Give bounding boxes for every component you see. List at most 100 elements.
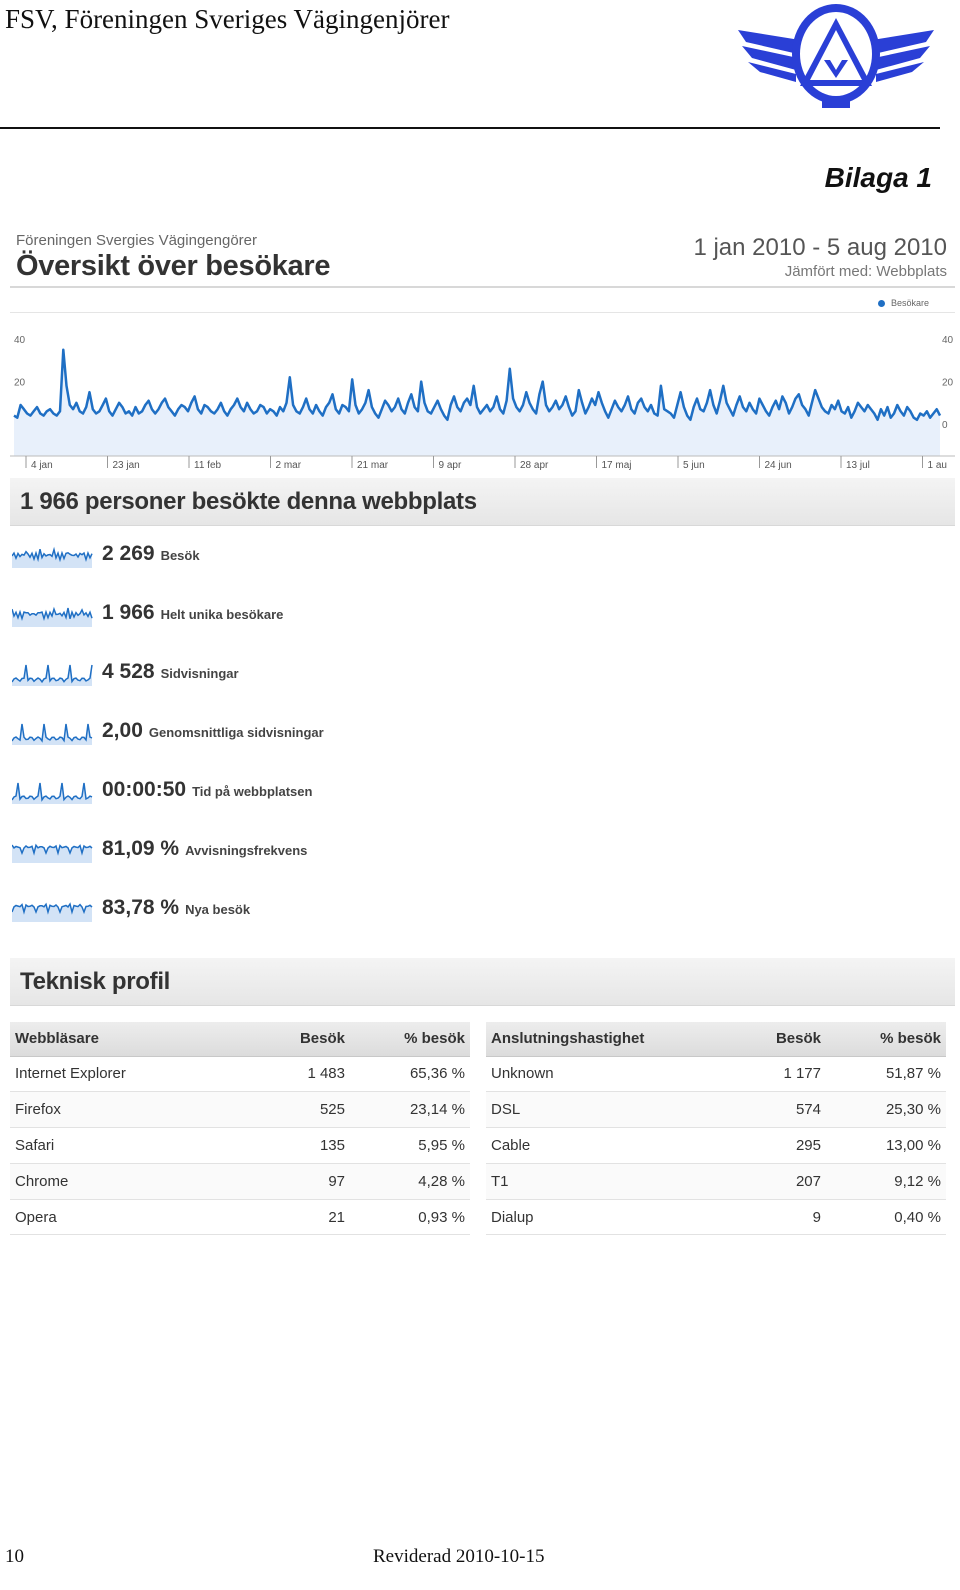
- fsv-logo: [738, 4, 934, 108]
- x-tick-label: 9 apr: [439, 460, 462, 471]
- metric-label: Nya besök: [185, 902, 251, 917]
- attachment-label: Bilaga 1: [824, 162, 932, 193]
- table-header-cell[interactable]: Besök: [756, 1022, 826, 1057]
- table-header-cell[interactable]: Besök: [280, 1022, 350, 1057]
- table-cell: 1 483: [280, 1056, 350, 1093]
- metric-row: 00:00:50 Tid på webbplatsen: [10, 778, 510, 808]
- metric-value-text: 83,78 %: [102, 896, 180, 919]
- chart-legend: Besökare: [877, 298, 929, 308]
- table-row: Cable 295 13,00 %: [486, 1127, 946, 1164]
- table-header-cell[interactable]: Webbläsare: [10, 1022, 280, 1057]
- tech-heading: Teknisk profil: [20, 968, 171, 995]
- report-divider: [10, 286, 955, 288]
- sparkline-line: [12, 664, 93, 684]
- metric-sparkline: [12, 902, 93, 922]
- metric-row: 83,78 % Nya besök: [10, 896, 510, 926]
- report-date-range: 1 jan 2010 - 5 aug 2010: [693, 234, 947, 261]
- metric-value-text: 1 966: [102, 601, 155, 624]
- metric-sparkline: [12, 546, 93, 568]
- table-row: Opera 21 0,93 %: [10, 1199, 470, 1236]
- metric-value-text: 4 528: [102, 660, 155, 683]
- table-row: T1 207 9,12 %: [486, 1163, 946, 1200]
- table-cell: 5,95 %: [350, 1127, 470, 1164]
- table-cell: T1: [486, 1163, 756, 1200]
- table-cell: Dialup: [486, 1199, 756, 1236]
- table-cell: 97: [280, 1163, 350, 1200]
- table-cell: Opera: [10, 1199, 280, 1236]
- sparkline-line: [12, 606, 93, 622]
- report-divider: [10, 312, 955, 313]
- x-tick-label: 24 jun: [765, 460, 792, 471]
- analytics-report: Föreningen Svergies Vägingengörer Översi…: [10, 228, 955, 1258]
- table-cell: 295: [756, 1127, 826, 1164]
- sparkline-area: [12, 783, 92, 804]
- table-row: Safari 135 5,95 %: [10, 1127, 470, 1164]
- x-tick-label: 17 maj: [602, 460, 632, 471]
- table-cell: Unknown: [486, 1056, 756, 1093]
- sparkline-area: [12, 665, 92, 686]
- table-row: DSL 574 25,30 %: [486, 1091, 946, 1129]
- sparkline-line: [12, 843, 93, 856]
- table-row: Chrome 97 4,28 %: [10, 1163, 470, 1200]
- metric-label: Avvisningsfrekvens: [185, 843, 308, 858]
- table-row: Unknown 1 177 51,87 %: [486, 1056, 946, 1093]
- metric-value: 2,00 Genomsnittliga sidvisningar: [102, 719, 324, 743]
- metric-value-text: 2 269: [102, 542, 155, 565]
- table-cell: 0,93 %: [350, 1199, 470, 1236]
- metric-value-text: 00:00:50: [102, 778, 187, 801]
- sparkline-line: [12, 723, 93, 743]
- table-cell: Cable: [486, 1127, 756, 1164]
- header-rule: [0, 127, 940, 129]
- table-cell: 25,30 %: [826, 1091, 946, 1129]
- page-number: 10: [5, 1546, 24, 1567]
- metric-row: 1 966 Helt unika besökare: [10, 601, 510, 631]
- table-cell: 1 177: [756, 1056, 826, 1093]
- metric-label: Sidvisningar: [160, 666, 239, 681]
- document-header-title: FSV, Föreningen Sveriges Vägingenjörer: [5, 4, 450, 34]
- metric-label: Besök: [160, 548, 200, 563]
- table-cell: 525: [280, 1091, 350, 1129]
- table-cell: 207: [756, 1163, 826, 1200]
- metric-value: 83,78 % Nya besök: [102, 896, 250, 920]
- table-cell: 4,28 %: [350, 1163, 470, 1200]
- table-header-cell[interactable]: Anslutningshastighet: [486, 1022, 756, 1057]
- table-row: Firefox 525 23,14 %: [10, 1091, 470, 1129]
- table-cell: 9,12 %: [826, 1163, 946, 1200]
- series-line-besokare: [13, 348, 942, 422]
- metric-value: 1 966 Helt unika besökare: [102, 601, 283, 625]
- metric-row: 2 269 Besök: [10, 542, 510, 572]
- summary-heading: 1 966 personer besökte denna webbplats: [20, 488, 477, 515]
- x-tick-label: 28 apr: [520, 460, 549, 471]
- table-header-cell[interactable]: % besök: [350, 1022, 470, 1057]
- report-title: Översikt över besökare: [16, 250, 331, 282]
- metric-label: Tid på webbplatsen: [192, 784, 313, 799]
- summary-heading-bar: 1 966 personer besökte denna webbplats: [10, 478, 955, 526]
- table-cell: 13,00 %: [826, 1127, 946, 1164]
- metric-sparkline: [12, 723, 93, 745]
- table-cell: Chrome: [10, 1163, 280, 1200]
- x-tick-label: 13 jul: [846, 460, 870, 471]
- metric-sparkline: [12, 664, 93, 686]
- table-cell: 21: [280, 1199, 350, 1236]
- x-tick-label: 21 mar: [357, 460, 389, 471]
- sparkline-area: [12, 549, 92, 568]
- metric-sparkline: [12, 843, 93, 863]
- table-cell: DSL: [486, 1091, 756, 1129]
- sparkline-line: [12, 546, 93, 563]
- table-cell: 51,87 %: [826, 1056, 946, 1093]
- table-cell: 65,36 %: [350, 1056, 470, 1093]
- table-header-cell[interactable]: % besök: [826, 1022, 946, 1057]
- metric-label: Genomsnittliga sidvisningar: [148, 725, 324, 740]
- series-area: [14, 349, 940, 456]
- table-cell: Firefox: [10, 1091, 280, 1129]
- connection-table: Anslutningshastighet Besök% besök Unknown…: [486, 1022, 946, 1236]
- metric-label: Helt unika besökare: [160, 607, 284, 622]
- table-cell: 574: [756, 1091, 826, 1129]
- revised-date: Reviderad 2010-10-15: [373, 1546, 545, 1567]
- y-tick-label: 40: [14, 335, 26, 346]
- metric-row: 81,09 % Avvisningsfrekvens: [10, 837, 510, 867]
- y-tick-label: 0: [942, 420, 948, 431]
- table-row: Internet Explorer 1 483 65,36 %: [10, 1056, 470, 1093]
- x-tick-label: 2 mar: [276, 460, 302, 471]
